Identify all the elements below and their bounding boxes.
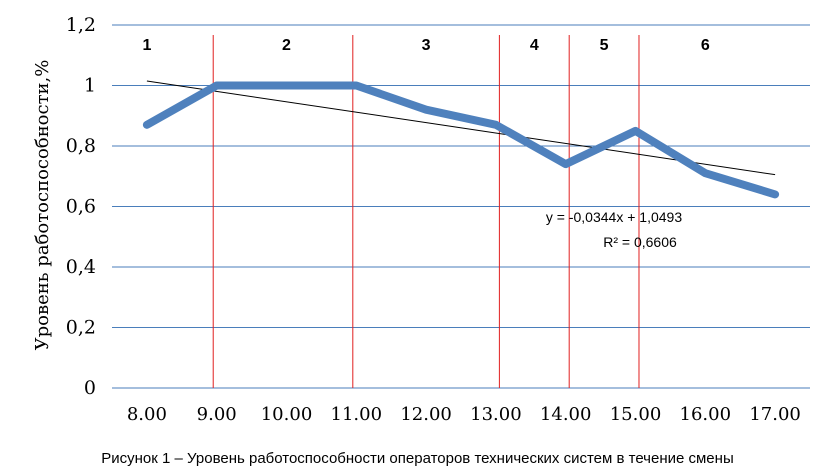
y-tick-label: 0,8 <box>66 135 96 157</box>
x-tick-label: 17.00 <box>749 404 801 425</box>
zone-label: 3 <box>422 37 431 54</box>
x-tick-label: 16.00 <box>680 404 732 425</box>
trend-equation-text: y = -0,0344x + 1,0493 <box>546 209 682 225</box>
zone-label: 1 <box>142 37 151 54</box>
chart: 0 0,2 0,4 0,6 0,8 1 1,2 8.00 9.00 10.00 11.00 12.0… <box>32 14 810 425</box>
zone-labels: 1 2 3 4 5 6 <box>142 37 709 54</box>
y-tick-label: 1,2 <box>66 14 96 36</box>
zone-label: 4 <box>530 37 539 54</box>
y-tick-labels: 0 0,2 0,4 0,6 0,8 1 1,2 <box>66 14 96 399</box>
series-line <box>142 81 780 199</box>
zone-label: 6 <box>701 37 710 54</box>
zone-label: 5 <box>600 37 609 54</box>
trendline-line <box>146 80 776 176</box>
x-tick-label: 11.00 <box>331 404 383 425</box>
y-tick-label: 0,2 <box>66 317 96 339</box>
zone-label: 2 <box>282 37 291 54</box>
trend-equation: y = -0,0344x + 1,0493 R² = 0,6606 <box>546 209 682 250</box>
zone-separators <box>212 35 640 388</box>
x-tick-label: 8.00 <box>127 404 167 425</box>
y-tick-label: 0,6 <box>66 196 96 218</box>
x-tick-label: 9.00 <box>197 404 237 425</box>
x-tick-labels: 8.00 9.00 10.00 11.00 12.00 13.00 14.00 15.00 16… <box>127 404 801 425</box>
y-tick-label: 0,4 <box>66 256 96 278</box>
series-lines <box>142 81 780 199</box>
x-tick-label: 13.00 <box>470 404 522 425</box>
y-axis-label: Уровень работоспособности,% <box>32 60 53 351</box>
y-tick-label: 1 <box>84 75 96 97</box>
x-tick-label: 14.00 <box>540 404 592 425</box>
x-tick-label: 15.00 <box>610 404 662 425</box>
y-tick-label: 0 <box>84 377 96 399</box>
x-tick-label: 12.00 <box>400 404 452 425</box>
trendline <box>146 80 776 176</box>
grid-lines <box>112 24 810 389</box>
trend-r2-text: R² = 0,6606 <box>603 234 677 250</box>
x-tick-label: 10.00 <box>261 404 313 425</box>
figure-caption: Рисунок 1 – Уровень работоспособности оп… <box>101 450 734 467</box>
